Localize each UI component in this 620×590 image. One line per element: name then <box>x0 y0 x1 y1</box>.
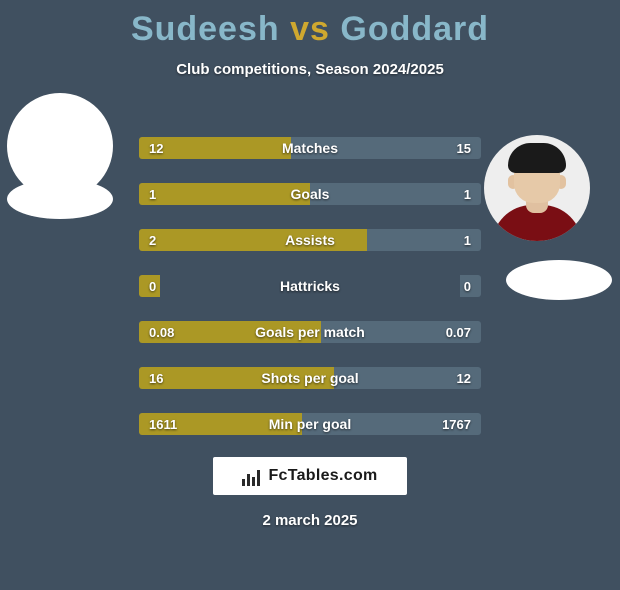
footer-logo: FcTables.com <box>213 457 407 495</box>
stat-bar-left <box>139 275 160 297</box>
stat-bar-right <box>334 367 481 389</box>
stat-bar-left <box>139 229 367 251</box>
stat-bar-right <box>291 137 481 159</box>
stat-row: 16111767Min per goal <box>139 413 481 435</box>
stat-bar-right <box>310 183 481 205</box>
player2-team-badge <box>506 260 612 300</box>
page-title: Sudeesh vs Goddard <box>0 10 620 49</box>
comparison-bars: 1215Matches 11Goals 21Assists 00Hattricks 0.… <box>139 137 481 459</box>
stat-bar-right <box>302 413 481 435</box>
stat-row: 0.080.07Goals per match <box>139 321 481 343</box>
stat-label: Hattricks <box>139 275 481 297</box>
stat-row: 11Goals <box>139 183 481 205</box>
stat-bar-right <box>367 229 481 251</box>
title-player1: Sudeesh <box>131 10 280 48</box>
stat-row: 1612Shots per goal <box>139 367 481 389</box>
stat-row: 1215Matches <box>139 137 481 159</box>
stat-bar-right <box>321 321 481 343</box>
stat-bar-left <box>139 413 302 435</box>
chart-icon <box>242 466 262 486</box>
stat-bar-right <box>460 275 481 297</box>
subtitle: Club competitions, Season 2024/2025 <box>0 61 620 78</box>
date: 2 march 2025 <box>0 512 620 529</box>
stat-bar-left <box>139 321 321 343</box>
stat-row: 00Hattricks <box>139 275 481 297</box>
title-vs: vs <box>290 10 330 48</box>
player1-team-badge <box>7 179 113 219</box>
footer-logo-text: FcTables.com <box>268 467 377 485</box>
stat-bar-left <box>139 367 334 389</box>
player2-avatar <box>484 135 590 241</box>
title-player2: Goddard <box>340 10 489 48</box>
stat-row: 21Assists <box>139 229 481 251</box>
stat-bar-left <box>139 137 291 159</box>
stat-bar-left <box>139 183 310 205</box>
